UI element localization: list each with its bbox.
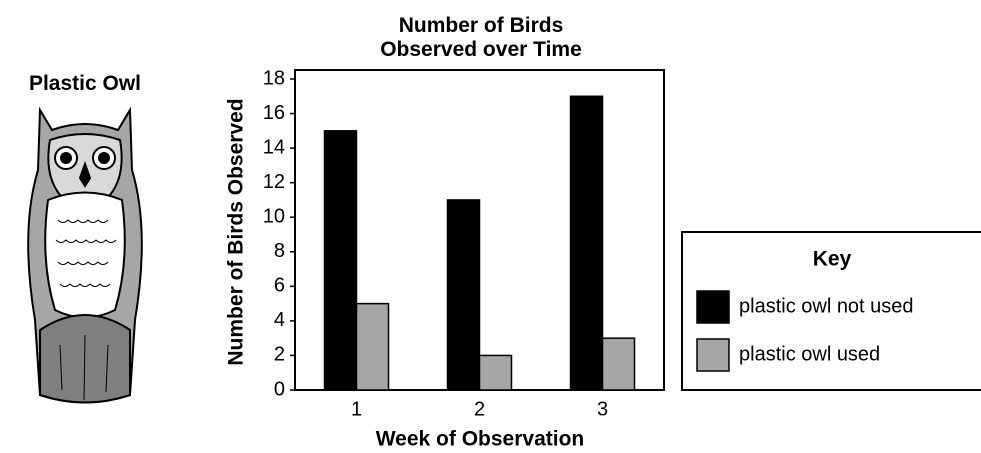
- legend-label: plastic owl not used: [739, 295, 914, 317]
- bar: [601, 337, 636, 391]
- legend-title: Key: [813, 248, 852, 271]
- chart-title: Number of Birds Observed over Time: [380, 14, 582, 61]
- y-tick-label: 0: [274, 378, 285, 400]
- x-tick-label: 2: [474, 398, 485, 420]
- legend-label: plastic owl used: [739, 343, 880, 365]
- legend-swatch: [696, 290, 730, 324]
- x-tick-label: 1: [351, 398, 362, 420]
- bar: [323, 130, 358, 391]
- y-axis-title: Number of Birds Observed: [225, 98, 248, 365]
- x-axis-title: Week of Observation: [376, 428, 585, 451]
- y-tick-label: 10: [263, 206, 285, 228]
- y-tick-label: 2: [274, 344, 285, 366]
- legend-swatch: [696, 338, 730, 372]
- y-tick-label: 12: [263, 171, 285, 193]
- illustration-label: Plastic Owl: [28, 72, 142, 95]
- bar: [446, 199, 481, 391]
- y-tick-label: 16: [263, 102, 285, 124]
- bar: [478, 354, 513, 391]
- y-axis-title-group: Number of Birds Observed: [225, 98, 248, 365]
- y-tick-label: 8: [274, 240, 285, 262]
- y-tick-label: 18: [263, 67, 285, 89]
- y-tick-label: 4: [274, 309, 285, 331]
- legend-box: [681, 231, 981, 391]
- y-tick-label: 14: [263, 136, 285, 158]
- bar: [569, 95, 604, 391]
- bar: [355, 302, 390, 391]
- y-tick-label: 6: [274, 275, 285, 297]
- owl-illustration: [27, 106, 143, 404]
- x-tick-label: 3: [597, 398, 608, 420]
